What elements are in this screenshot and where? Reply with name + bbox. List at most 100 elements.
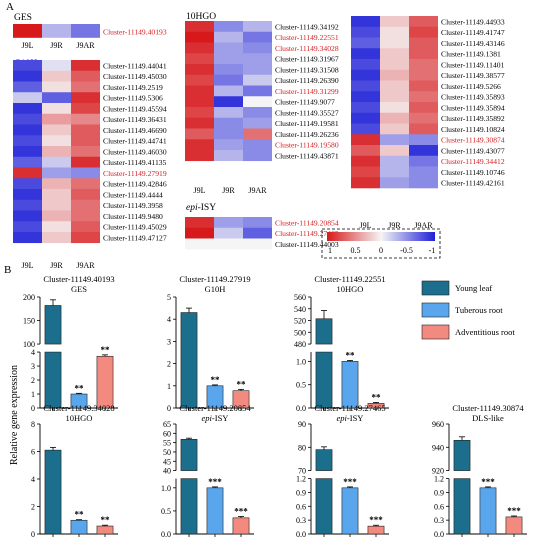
heatmap-cell — [185, 139, 214, 151]
heatmap-cell — [42, 70, 71, 82]
heatmap-cell — [351, 145, 380, 157]
heatmap-cell — [42, 178, 71, 190]
bar — [453, 478, 471, 535]
heatmap-title: GES — [14, 13, 32, 23]
axis-break-gap — [307, 470, 393, 479]
heatmap-cell — [409, 166, 438, 178]
chart-title: Cluster-11149.34028 — [43, 403, 114, 413]
heatmap-cell — [351, 48, 380, 60]
heatmap-cell — [13, 135, 42, 147]
heatmap-cell — [380, 134, 409, 146]
heatmap-row-label: Cluster-11149.35527 — [275, 108, 339, 117]
heatmap-cell — [13, 81, 42, 93]
heatmap-row-label: Cluster-11149.4444 — [103, 190, 163, 199]
heatmap-row-label: Cluster-11149.27919 — [103, 169, 167, 178]
heatmap-cell — [214, 85, 243, 97]
heatmap-cell — [71, 92, 100, 104]
y-tick-label: 2 — [167, 360, 171, 369]
heatmap-column-label: J9R — [222, 186, 235, 195]
heatmap-row-label: Cluster-11149.34028 — [275, 44, 339, 53]
y-tick-label: 1.2 — [434, 475, 444, 484]
significance-label: *** — [369, 515, 383, 525]
heatmap-cell — [13, 167, 42, 179]
heatmap-cell — [42, 167, 71, 179]
chart-title: Cluster-11149.27465 — [314, 403, 385, 413]
heatmap-row-label: Cluster-11149.19581 — [275, 119, 339, 128]
heatmap-cell — [409, 145, 438, 157]
heatmap-row-label: Cluster-11149.44041 — [103, 61, 167, 70]
heatmap-cell — [185, 96, 214, 108]
heatmap-cell — [13, 92, 42, 104]
y-tick-label: 0 — [31, 530, 35, 539]
y-tick-label: 0.3 — [434, 516, 444, 525]
heatmap-row-label: Cluster-11149.42846 — [103, 180, 167, 189]
significance-label: ** — [237, 379, 247, 389]
heatmap-color-legend: 1 0.5 0 -0.5 -1 — [321, 228, 441, 259]
heatmap-cell — [13, 189, 42, 201]
chart-title: Cluster-11149.20854 — [179, 403, 251, 413]
heatmap-row-label: Cluster-11149.43146 — [441, 39, 505, 48]
bar — [315, 449, 333, 471]
y-tick-label: 0 — [167, 404, 171, 413]
heatmap-row-label: Cluster-11149.43871 — [275, 151, 339, 160]
heatmap-cell — [409, 177, 438, 189]
heatmap-cell — [351, 112, 380, 124]
heatmap-row-label: Cluster-11149.26236 — [275, 130, 339, 139]
heatmap-cell — [42, 92, 71, 104]
bar — [44, 305, 62, 345]
bar-charts-panel: Cluster-11149.40193GES01234100150200****… — [23, 274, 531, 539]
heatmap-cell — [42, 135, 71, 147]
bar-legend: Young leaf Tuberous root Adventitious root — [421, 280, 515, 340]
chart-gene-label: 10HGO — [337, 284, 364, 294]
y-tick-label: 5 — [167, 293, 171, 302]
heatmap-cell — [185, 150, 214, 162]
heatmap-title: epi-ISY — [186, 203, 216, 213]
heatmap-cell — [214, 227, 243, 239]
heatmap-cell — [409, 134, 438, 146]
y-tick-label: 0.0 — [434, 530, 444, 539]
axis-break-gap — [172, 470, 258, 479]
heatmap-cell — [185, 31, 214, 43]
heatmap-cell — [13, 178, 42, 190]
heatmap-row-label: Cluster-11149.10746 — [441, 168, 505, 177]
y-tick-label: 0.3 — [296, 516, 306, 525]
heatmap-cell — [409, 48, 438, 60]
color-legend-tick: 1 — [328, 246, 332, 255]
heatmap-cell — [214, 117, 243, 129]
heatmap-cell — [243, 42, 272, 54]
heatmap-cell — [71, 178, 100, 190]
color-legend-tick: -1 — [429, 246, 436, 255]
heatmap-block: DLS-likeCluster-11149.44933Cluster-11149… — [351, 16, 505, 230]
heatmap-cell — [380, 59, 409, 71]
heatmap-cell — [351, 59, 380, 71]
y-tick-label: 0.0 — [161, 530, 171, 539]
heatmap-row-label: Cluster-11149.35893 — [441, 93, 505, 102]
heatmap-cell — [243, 64, 272, 76]
heatmap-cell — [13, 113, 42, 125]
y-tick-label: 80 — [298, 443, 306, 452]
heatmap-cell — [185, 117, 214, 129]
y-tick-label: 4 — [31, 348, 35, 357]
heatmap-cell — [185, 21, 214, 33]
heatmap-cell — [71, 232, 100, 244]
heatmap-row-label: Cluster-11149.34412 — [441, 157, 505, 166]
color-legend-tick: -0.5 — [400, 246, 413, 255]
heatmap-row-label: Cluster-11149.44933 — [441, 17, 505, 26]
y-tick-label: 0.5 — [296, 381, 306, 390]
panel-letter-a: A — [6, 1, 14, 13]
heatmap-cell — [243, 128, 272, 140]
heatmap-column-label: J9AR — [76, 261, 95, 270]
heatmap-row-label: Cluster-11149.38577 — [441, 71, 505, 80]
y-tick-label: 1.0 — [161, 484, 171, 493]
heatmap-cell — [214, 74, 243, 86]
heatmap-cell — [351, 155, 380, 167]
significance-label: *** — [234, 506, 248, 516]
heatmap-row-label: Cluster-11149.40193 — [103, 28, 167, 37]
heatmap-cell — [409, 69, 438, 81]
heatmap-cell — [13, 70, 42, 82]
heatmap-cell — [243, 85, 272, 97]
heatmap-cell — [380, 80, 409, 92]
